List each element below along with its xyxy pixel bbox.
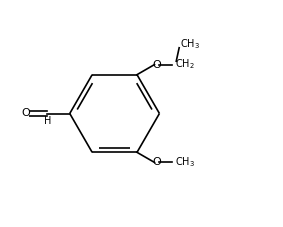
- Text: O: O: [21, 109, 30, 118]
- Text: H: H: [44, 116, 51, 126]
- Text: O: O: [153, 158, 162, 168]
- Text: CH$_3$: CH$_3$: [180, 37, 200, 51]
- Text: CH$_3$: CH$_3$: [175, 155, 195, 169]
- Text: O: O: [153, 59, 162, 69]
- Text: CH$_2$: CH$_2$: [175, 58, 194, 72]
